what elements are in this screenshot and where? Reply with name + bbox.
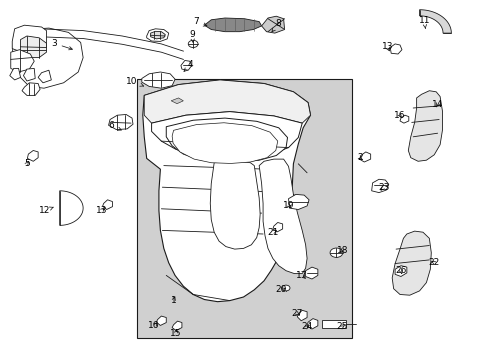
Polygon shape [407,91,442,161]
Text: 27: 27 [290,309,302,318]
Text: 16: 16 [148,321,160,330]
Text: 2: 2 [356,153,362,162]
Polygon shape [38,70,51,83]
Polygon shape [419,10,450,33]
Text: 1: 1 [170,296,176,305]
Bar [137,79,351,338]
Text: 10: 10 [126,77,143,86]
Polygon shape [12,25,46,52]
Polygon shape [23,68,35,81]
Text: 15: 15 [170,328,182,338]
Circle shape [188,40,198,48]
Polygon shape [305,267,317,279]
Text: 3: 3 [51,39,72,50]
Polygon shape [102,200,112,210]
Polygon shape [166,118,287,162]
Bar [321,320,346,328]
Polygon shape [204,18,261,32]
Circle shape [282,285,289,291]
Polygon shape [27,150,38,161]
Text: 6: 6 [108,122,121,130]
Polygon shape [150,31,165,39]
Polygon shape [306,319,317,329]
Polygon shape [146,29,168,41]
Text: 12: 12 [39,206,53,215]
Polygon shape [181,60,191,70]
Text: 13: 13 [381,42,392,51]
Polygon shape [11,50,34,72]
Text: 17: 17 [296,271,307,280]
Polygon shape [156,316,166,325]
Polygon shape [259,159,306,274]
Text: 4: 4 [183,60,193,71]
Polygon shape [142,72,175,88]
Polygon shape [10,68,20,80]
Polygon shape [272,222,282,232]
Text: 24: 24 [301,323,312,331]
Polygon shape [359,152,370,162]
Text: 8: 8 [271,19,281,32]
Text: 7: 7 [192,17,206,26]
Polygon shape [142,80,310,302]
Text: 19: 19 [282,201,294,210]
Polygon shape [172,321,182,330]
Polygon shape [22,83,40,95]
Text: 23: 23 [377,183,389,192]
Polygon shape [172,123,277,163]
Text: 22: 22 [427,258,439,267]
Polygon shape [371,179,388,193]
Polygon shape [288,194,308,210]
Polygon shape [171,98,183,104]
Text: 26: 26 [394,266,406,275]
Text: 25: 25 [336,323,347,331]
Text: 5: 5 [24,159,30,168]
Text: 14: 14 [431,100,443,109]
Text: 20: 20 [275,285,286,294]
Polygon shape [20,36,46,58]
Text: 21: 21 [266,228,278,237]
Text: 18: 18 [336,246,347,255]
Circle shape [329,248,342,257]
Text: 9: 9 [189,30,195,42]
Polygon shape [389,44,401,54]
Polygon shape [60,191,83,225]
Polygon shape [108,114,133,130]
Polygon shape [399,115,408,123]
Text: 11: 11 [418,16,429,28]
Polygon shape [144,80,310,123]
Polygon shape [210,161,260,249]
Polygon shape [394,266,406,276]
Text: 16: 16 [393,111,405,120]
Polygon shape [261,16,284,33]
Text: 13: 13 [96,206,107,215]
Polygon shape [17,29,183,59]
Polygon shape [391,231,430,295]
Polygon shape [151,112,302,156]
Polygon shape [297,310,306,321]
Polygon shape [12,28,83,88]
